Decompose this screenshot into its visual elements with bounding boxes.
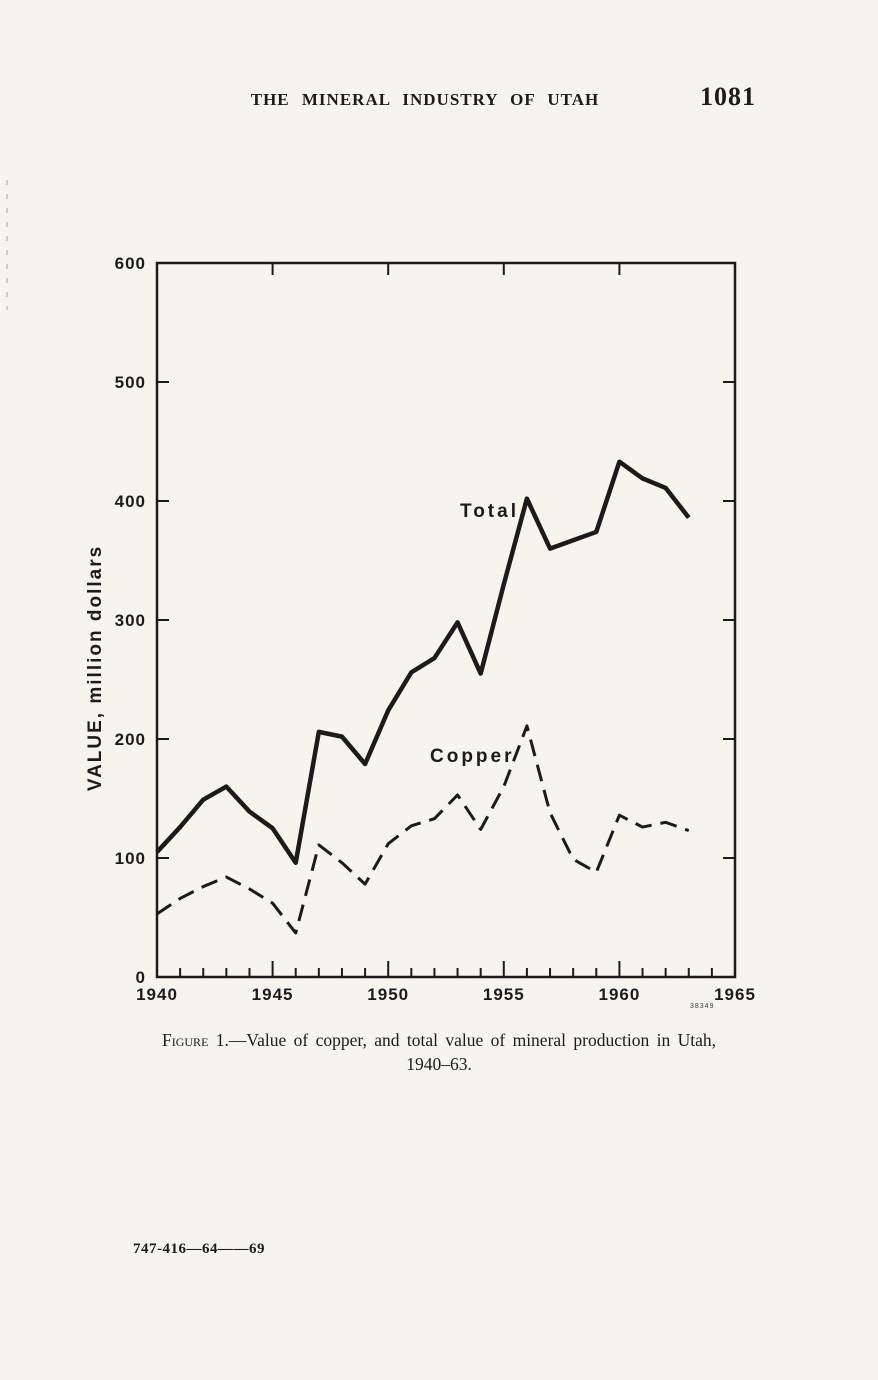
plot-box [155, 261, 737, 979]
x-axis-ticks [156, 263, 736, 977]
svg-text:1950: 1950 [367, 985, 409, 1004]
y-axis-ticks [157, 381, 735, 859]
svg-text:600: 600 [115, 254, 146, 273]
running-head: THE MINERAL INDUSTRY OF UTAH [250, 90, 600, 109]
series-label-total: Total [460, 501, 519, 522]
copper-line [156, 724, 690, 935]
x-tick-labels: 1940 1945 1950 1955 1960 1965 [136, 985, 756, 1004]
figure-caption-line2: 1940–63. [406, 1054, 472, 1075]
svg-text:1940: 1940 [136, 985, 178, 1004]
scan-artifact [6, 180, 8, 310]
svg-text:1965: 1965 [714, 985, 756, 1004]
plate-number: 38349 [690, 1003, 715, 1010]
figure-caption: Figure 1.—Value of copper, and total val… [64, 1028, 814, 1076]
series-label-copper: Copper [430, 746, 515, 767]
print-signature: 747-416—64——69 [133, 1241, 265, 1257]
svg-text:100: 100 [115, 849, 146, 868]
svg-text:400: 400 [115, 492, 146, 511]
page-number: 1081 [700, 82, 756, 111]
total-line [155, 459, 691, 866]
y-tick-labels: 0 100 200 300 400 500 600 [115, 254, 146, 987]
y-axis-label: VALUE, million dollars [85, 545, 106, 791]
figure-caption-label: Figure 1. [162, 1030, 229, 1050]
svg-text:0: 0 [136, 968, 146, 987]
figure-caption-text: —Value of copper, and total value of min… [228, 1030, 716, 1050]
svg-text:500: 500 [115, 373, 146, 392]
svg-text:200: 200 [115, 730, 146, 749]
svg-text:300: 300 [115, 611, 146, 630]
svg-text:1955: 1955 [483, 985, 525, 1004]
svg-text:1960: 1960 [598, 985, 640, 1004]
svg-text:1945: 1945 [252, 985, 294, 1004]
